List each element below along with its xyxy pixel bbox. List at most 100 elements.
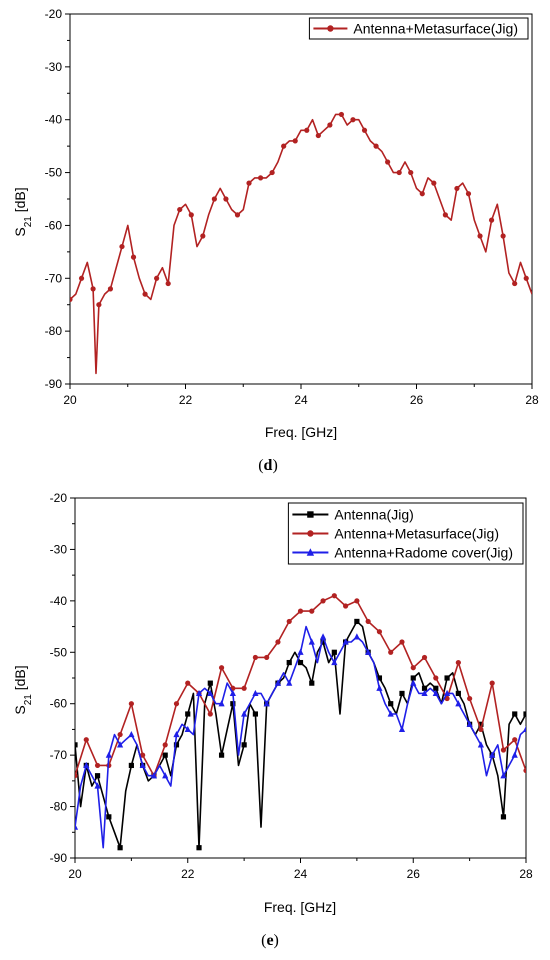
- data-point-marker: [139, 761, 146, 769]
- data-point-marker: [94, 762, 101, 769]
- data-point-marker: [331, 649, 337, 655]
- series-antenna-metasurface-jig: [70, 111, 532, 375]
- ticks-layer: 20 22 24 26 28 -20 -30 -40 -50 -60 -70 -80 -90: [50, 491, 533, 881]
- data-point-marker: [223, 196, 229, 202]
- data-point-marker: [83, 761, 90, 769]
- data-point-marker: [354, 618, 360, 625]
- data-point-marker: [365, 648, 372, 655]
- data-point-marker: [478, 721, 484, 727]
- data-point-marker: [306, 548, 315, 556]
- data-point-marker: [196, 845, 202, 851]
- y-tick-label: -80: [50, 800, 68, 814]
- data-point-marker: [433, 675, 439, 681]
- y-axis-label-unit: [dB]: [12, 187, 28, 216]
- legend: Antenna(Jig) Antenna+Metasurface(Jig) Ante…: [287, 502, 524, 565]
- data-point-marker: [107, 286, 114, 292]
- data-point-marker: [117, 731, 123, 738]
- series-layer: [75, 593, 526, 851]
- data-point-marker: [319, 633, 327, 640]
- y-axis-label-sub: 21: [23, 694, 34, 706]
- data-point-marker: [307, 511, 314, 518]
- x-tick-label: 20: [68, 867, 82, 881]
- data-point-marker: [399, 690, 405, 697]
- data-point-marker: [455, 700, 462, 707]
- data-point-marker: [281, 143, 287, 149]
- data-point-marker: [230, 701, 236, 707]
- chart-panel-d: 20 22 24 26 28 -20 -30 -40 -50 -60 -70 -80 -90 Anten…: [12, 7, 539, 474]
- data-point-marker: [75, 823, 79, 830]
- data-point-marker: [331, 658, 338, 666]
- data-point-marker: [292, 138, 298, 144]
- data-point-marker: [432, 689, 439, 697]
- series-line: [75, 625, 526, 849]
- data-point-marker: [500, 772, 507, 779]
- data-point-marker: [264, 654, 270, 661]
- x-tick-label: 20: [63, 393, 77, 407]
- y-tick-label: -40: [45, 113, 63, 127]
- data-point-marker: [229, 689, 236, 697]
- data-point-marker: [410, 675, 416, 681]
- data-point-marker: [188, 212, 194, 218]
- x-tick-label: 28: [525, 393, 539, 407]
- data-point-marker: [117, 845, 123, 851]
- data-point-marker: [78, 275, 85, 281]
- series-antenna-metasurface-jig: [75, 593, 526, 779]
- y-tick-label: -50: [45, 166, 63, 180]
- x-tick-label: 22: [179, 393, 193, 407]
- legend-label: Antenna+Metasurface(Jig): [353, 21, 518, 37]
- data-point-marker: [128, 762, 134, 769]
- data-point-marker: [478, 726, 484, 733]
- data-point-marker: [500, 233, 506, 239]
- data-point-marker: [105, 751, 112, 758]
- data-point-marker: [75, 773, 78, 779]
- x-tick-label: 26: [407, 867, 421, 881]
- data-point-marker: [431, 180, 437, 186]
- x-axis-label: Freq. [GHz]: [265, 424, 337, 440]
- data-point-marker: [162, 772, 169, 779]
- data-point-marker: [207, 689, 214, 697]
- ticks-layer: 20 22 24 26 28 -20 -30 -40 -50 -60 -70 -80 -90: [45, 7, 539, 407]
- legend-label: Antenna+Radome cover(Jig): [334, 545, 513, 561]
- data-point-marker: [263, 700, 270, 707]
- x-tick-label: 28: [519, 867, 533, 881]
- caption-d-open: (: [258, 457, 263, 474]
- legend-box: [308, 17, 529, 40]
- data-point-marker: [117, 741, 124, 748]
- data-point-marker: [421, 654, 428, 661]
- data-point-marker: [275, 639, 281, 645]
- data-point-marker: [466, 720, 473, 727]
- data-point-marker: [421, 689, 428, 697]
- data-point-marker: [106, 814, 112, 820]
- data-point-marker: [200, 233, 206, 239]
- data-point-marker: [408, 169, 414, 176]
- data-point-marker: [361, 127, 368, 133]
- y-axis-label: S21 [dB]: [12, 665, 34, 714]
- data-point-marker: [185, 711, 191, 717]
- data-point-marker: [396, 169, 402, 176]
- data-point-marker: [165, 280, 171, 287]
- y-axis-label-main: S: [12, 705, 28, 714]
- data-point-marker: [184, 725, 191, 733]
- caption-d-close: ): [272, 457, 277, 474]
- data-point-marker: [327, 122, 333, 128]
- data-point-marker: [177, 206, 183, 213]
- data-point-marker: [343, 603, 349, 609]
- data-point-marker: [376, 629, 383, 635]
- data-point-marker: [455, 659, 461, 666]
- data-point-marker: [241, 742, 247, 748]
- data-point-marker: [373, 143, 379, 149]
- data-point-marker: [128, 730, 135, 738]
- data-point-marker: [218, 665, 225, 671]
- data-point-marker: [252, 689, 259, 697]
- data-point-marker: [331, 593, 337, 599]
- chart-panel-e: 20 22 24 26 28 -20 -30 -40 -50 -60 -70 -80 -90 Anten…: [12, 491, 533, 949]
- series-layer: [70, 111, 532, 375]
- data-point-marker: [297, 659, 304, 666]
- data-point-marker: [489, 751, 496, 758]
- data-point-marker: [342, 638, 349, 645]
- data-point-marker: [162, 752, 168, 758]
- data-point-marker: [207, 711, 213, 717]
- data-point-marker: [297, 608, 304, 614]
- data-point-marker: [252, 654, 258, 661]
- data-point-marker: [522, 725, 526, 733]
